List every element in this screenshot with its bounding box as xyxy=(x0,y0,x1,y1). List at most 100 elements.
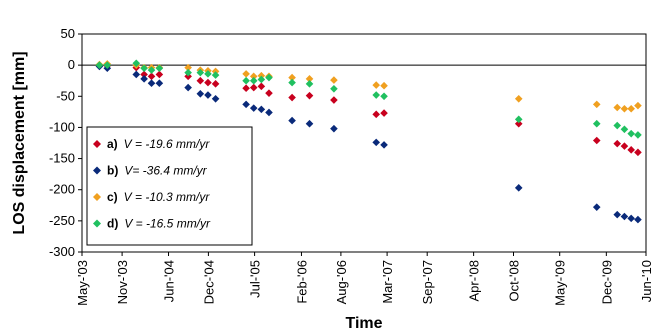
legend-marker xyxy=(93,193,101,201)
data-point xyxy=(514,184,523,192)
legend-entry: c) V = -10.3 mm/yr xyxy=(107,190,210,204)
data-point xyxy=(204,91,212,99)
data-point xyxy=(184,83,192,92)
data-point xyxy=(627,129,635,138)
y-tick-label: -250 xyxy=(49,213,75,228)
x-tick-label: Aug-'06 xyxy=(334,260,349,304)
y-axis-title: LOS displacement [mm] xyxy=(11,51,28,234)
data-point xyxy=(634,148,642,157)
legend-velocity-label: V = -10.3 mm/yr xyxy=(124,190,211,204)
data-point xyxy=(305,75,314,83)
data-point xyxy=(103,61,112,69)
data-point xyxy=(288,73,296,82)
x-axis-ticks: May-'03 Nov-'03 Jun-'04 Dec-'04 Jul-'05 Feb-'… xyxy=(75,252,654,306)
data-point xyxy=(132,70,141,79)
data-point xyxy=(211,80,220,88)
legend: a) V = -19.6 mm/yr b) V= -36.4 mm/yr c) V = -… xyxy=(86,126,253,246)
data-point xyxy=(211,94,220,103)
data-point xyxy=(242,70,250,78)
data-point xyxy=(330,124,338,133)
data-point xyxy=(372,81,381,89)
legend-entry: d) V = -16.5 mm/yr xyxy=(107,217,211,231)
legend-marker xyxy=(93,219,101,228)
x-tick-label: Jun-'04 xyxy=(162,260,177,302)
data-point xyxy=(196,76,205,85)
y-tick-label: -300 xyxy=(49,244,75,259)
data-point xyxy=(242,76,250,85)
data-point xyxy=(147,72,156,81)
data-point xyxy=(265,108,273,117)
data-point xyxy=(634,101,642,110)
data-point xyxy=(330,85,338,93)
data-point xyxy=(592,136,601,145)
legend-velocity-label: V = -16.5 mm/yr xyxy=(124,217,211,231)
x-tick-label: Sep-'07 xyxy=(420,260,435,304)
data-point xyxy=(372,91,381,99)
data-point xyxy=(305,91,314,100)
data-point xyxy=(155,79,164,88)
data-point xyxy=(330,96,338,104)
y-tick-label: -100 xyxy=(49,119,75,134)
data-point xyxy=(288,116,296,125)
data-point xyxy=(613,103,622,112)
legend-velocity-label: V = -19.6 mm/yr xyxy=(124,137,211,151)
data-point xyxy=(140,64,148,73)
data-point xyxy=(184,68,192,77)
legend-series-name: b) xyxy=(107,164,118,178)
data-point xyxy=(613,210,622,219)
legend-series-name: a) xyxy=(107,137,118,151)
data-point xyxy=(288,78,296,87)
data-point xyxy=(249,83,258,92)
data-point xyxy=(514,94,523,103)
data-point xyxy=(380,141,388,149)
x-tick-label: May-'09 xyxy=(553,260,568,306)
data-point xyxy=(265,89,273,97)
legend-velocity-label: V= -36.4 mm/yr xyxy=(124,164,207,178)
x-tick-label: Jul-'05 xyxy=(248,260,263,298)
legend-entry: a) V = -19.6 mm/yr xyxy=(107,137,210,151)
data-point xyxy=(140,75,148,83)
y-tick-label: -200 xyxy=(49,182,75,197)
y-tick-label: 0 xyxy=(68,57,75,72)
legend-series-name: d) xyxy=(107,217,118,231)
x-axis-title: Time xyxy=(345,315,382,332)
data-point xyxy=(380,92,388,101)
y-axis-ticks: 50 0 -50 -100 -150 -200 -250 -300 xyxy=(49,26,82,259)
data-point xyxy=(634,131,642,139)
data-point xyxy=(305,119,314,128)
data-points xyxy=(95,59,642,224)
data-point xyxy=(257,105,266,114)
y-tick-label: -50 xyxy=(56,88,75,103)
data-point xyxy=(147,66,156,74)
data-point xyxy=(257,82,266,91)
legend-marker xyxy=(93,140,101,148)
data-point xyxy=(330,76,338,84)
data-point xyxy=(627,214,635,223)
data-point xyxy=(620,142,629,150)
x-tick-label: May-'03 xyxy=(75,260,90,306)
x-tick-label: Mar-'07 xyxy=(380,260,395,304)
y-tick-label: -150 xyxy=(49,151,75,166)
legend-entry: b) V= -36.4 mm/yr xyxy=(107,164,208,178)
data-point xyxy=(211,71,220,79)
data-point xyxy=(613,121,622,130)
data-point xyxy=(380,109,388,117)
legend-box xyxy=(86,126,253,246)
y-tick-label: 50 xyxy=(61,26,75,41)
data-point xyxy=(249,76,258,85)
data-point xyxy=(514,115,523,124)
data-point xyxy=(95,61,104,69)
x-tick-label: Nov-'03 xyxy=(115,260,130,304)
x-tick-label: Apr-'08 xyxy=(467,260,482,302)
legend-series-name: c) xyxy=(107,190,118,204)
x-tick-label: Dec-'09 xyxy=(599,260,614,304)
data-point xyxy=(634,215,642,224)
data-point xyxy=(627,104,635,113)
data-point xyxy=(372,110,381,119)
data-point xyxy=(380,81,388,90)
legend-marker xyxy=(93,166,101,175)
data-point xyxy=(592,203,601,211)
data-point xyxy=(305,80,314,88)
data-point xyxy=(613,139,622,148)
